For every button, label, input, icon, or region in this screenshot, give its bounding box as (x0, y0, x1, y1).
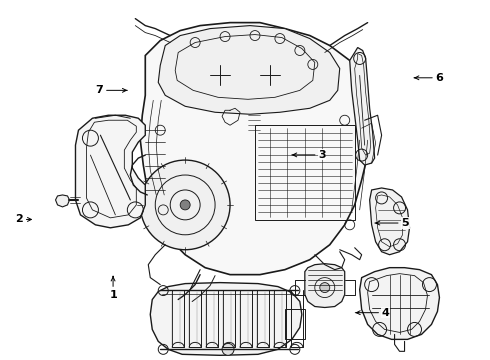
Polygon shape (305, 264, 345, 307)
Polygon shape (150, 283, 302, 355)
Text: 5: 5 (375, 218, 409, 228)
Text: 4: 4 (355, 308, 390, 318)
Circle shape (320, 283, 330, 293)
Polygon shape (369, 188, 410, 255)
Circle shape (180, 200, 190, 210)
Polygon shape (55, 195, 70, 207)
Circle shape (222, 343, 234, 355)
Polygon shape (75, 115, 145, 228)
Circle shape (140, 160, 230, 250)
Polygon shape (350, 48, 375, 165)
Text: 7: 7 (96, 85, 127, 95)
Polygon shape (140, 23, 369, 275)
Text: 1: 1 (109, 276, 117, 300)
Polygon shape (360, 268, 440, 339)
Text: 6: 6 (414, 73, 443, 83)
Polygon shape (158, 26, 340, 114)
Text: 2: 2 (15, 215, 30, 224)
Text: 3: 3 (292, 150, 326, 160)
